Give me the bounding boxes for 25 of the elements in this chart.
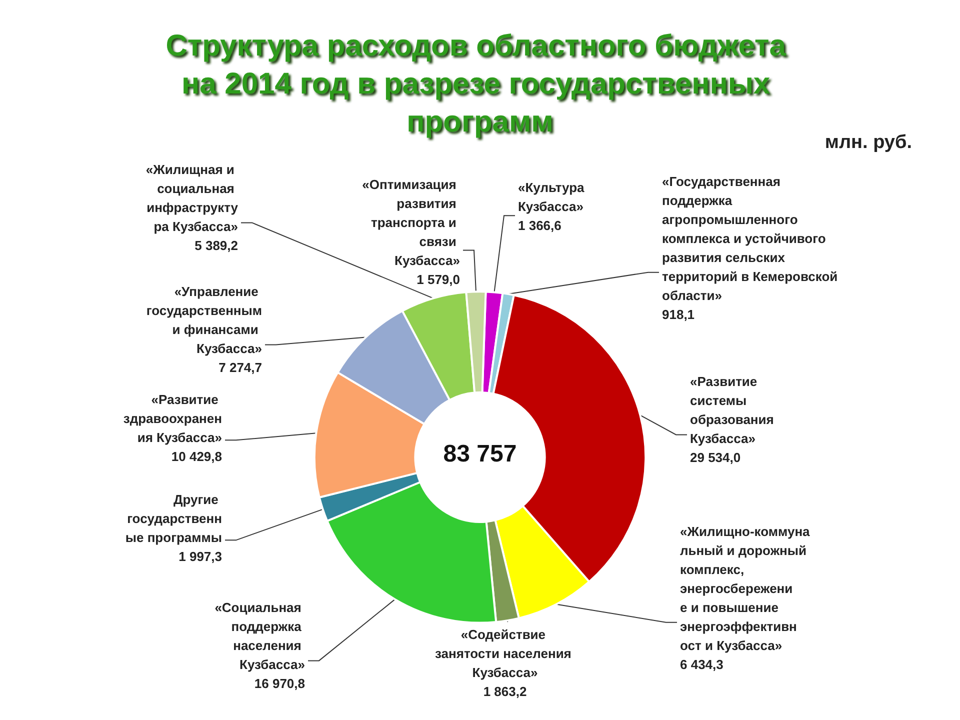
slice-label: «Оптимизация развития транспорта и связи Кузбасса»	[362, 177, 460, 268]
slice-label: «Управление государственными финансами Кузбасса»	[146, 284, 262, 356]
slice-label: «Жилищно-коммунальный и дорожный комплекс, энергосбережение и повышение энергоэффективност и Кузбасса»	[680, 524, 811, 653]
slice-label: «Культура Кузбасса»	[518, 180, 588, 214]
data-label: 1 997,3	[178, 549, 222, 564]
data-label: 1 579,0	[416, 272, 460, 287]
slice-label: «Развитие здравоохранения Кузбасса»	[123, 392, 222, 445]
slice-label: «Развитие системы образования Кузбасса»	[690, 374, 778, 446]
data-label: 1 863,2	[483, 684, 527, 699]
slice-label: «Государственная поддержка агропромышленного комплекса и устойчивого развития сельских территорий в Кемеровской области»	[662, 174, 842, 303]
data-label: 6 434,3	[680, 657, 724, 672]
data-label: 29 534,0	[690, 450, 741, 465]
data-label: 1 366,6	[518, 218, 562, 233]
slice-label: «Социальная поддержка населения Кузбасса»	[214, 600, 305, 672]
text: 83 757	[443, 440, 517, 468]
data-label: 7 274,7	[218, 360, 262, 375]
data-label: 5 389,2	[194, 238, 238, 253]
slice-label: Другие государственные программы	[125, 492, 222, 545]
slice-label: «Содействие занятости населения Кузбасса»	[434, 627, 576, 680]
data-label: 16 970,8	[254, 676, 305, 691]
data-label: 10 429,8	[171, 449, 222, 464]
chart-title: Структура расходов областного бюджета на 2014 год в разрезе государственных программ	[166, 30, 794, 138]
text: млн. руб.	[824, 132, 912, 153]
data-label: 918,1	[662, 307, 695, 322]
slice-label: «Жилищная и социальная инфраструктура Кузбасса»	[146, 162, 239, 234]
